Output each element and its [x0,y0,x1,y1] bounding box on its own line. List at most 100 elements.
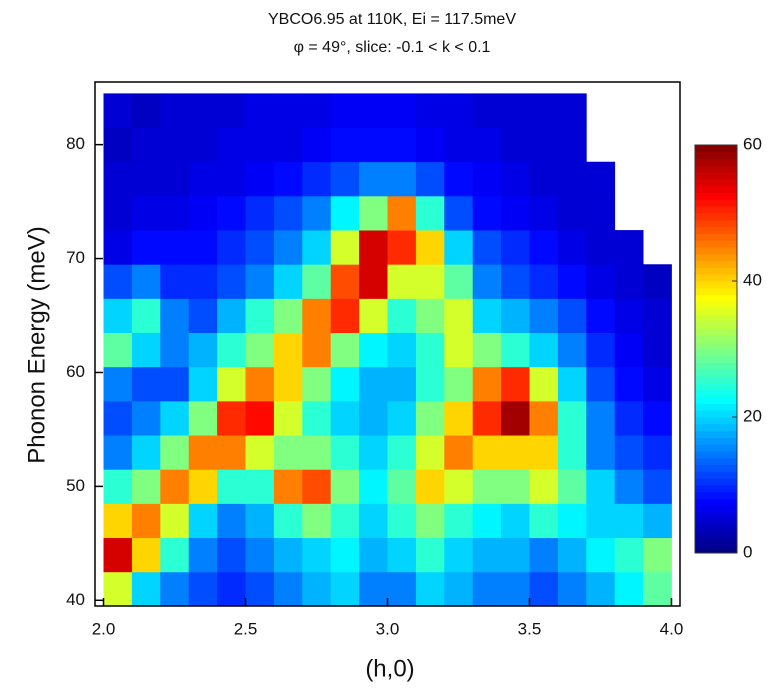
heatmap-cell [501,127,530,163]
heatmap-cell [472,537,502,573]
y-tick-label: 80 [66,134,85,153]
heatmap-cell [359,264,388,299]
colorbar-step [695,491,737,500]
heatmap-cell [103,298,133,334]
colorbar-step [695,335,737,343]
colorbar-step [695,430,737,438]
colorbar-step [695,281,737,289]
heatmap-cell [359,503,388,539]
colorbar-step [695,226,737,234]
heatmap-cell [330,230,360,265]
heatmap-cell [557,161,587,197]
heatmap-cell [273,571,303,607]
heatmap-cell [415,332,445,368]
heatmap-cell [586,332,616,368]
heatmap-cell [557,435,587,470]
colorbar-step [695,532,737,540]
heatmap-cell [217,93,246,128]
heatmap-cell [359,400,388,436]
heatmap-cell [643,264,672,299]
colorbar-step [695,274,737,282]
colorbar-step [695,240,737,248]
heatmap-cell [245,298,275,334]
y-tick-label: 40 [66,590,85,609]
heatmap-cell [529,127,559,163]
colorbar-step [695,389,737,398]
heatmap-cell [415,230,445,265]
heatmap-cell [359,230,388,265]
heatmap-cell [415,435,445,470]
colorbar-step [695,417,737,425]
heatmap-cell [131,298,161,334]
heatmap-cell [302,571,332,607]
heatmap-cell [415,469,445,504]
heatmap-cell [273,93,303,128]
colorbar-step [695,376,737,384]
heatmap-cell [217,161,246,197]
colorbar-step [695,546,737,554]
colorbar-step [695,206,737,214]
heatmap-cell [160,264,190,299]
heatmap-cell [245,93,275,128]
heatmap-cell [444,93,474,128]
heatmap-cell [557,366,587,402]
heatmap-cell [586,571,616,607]
colorbar-step [695,519,737,527]
colorbar-step [695,213,737,221]
heatmap-cell [586,298,616,334]
heatmap-cell [302,366,332,402]
heatmap-cell [387,230,417,265]
colorbar-step [695,471,737,479]
heatmap-cell [557,469,587,504]
heatmap-cell [501,230,530,265]
heatmap-cell [529,435,559,470]
heatmap-cell [245,503,275,539]
heatmap-cell [529,332,559,368]
heatmap-cell [302,195,332,231]
heatmap-cell [131,127,161,163]
heatmap-cell [557,93,587,128]
heatmap-cell [557,503,587,539]
colorbar-step [695,233,737,241]
heatmap-cell [529,161,559,197]
heatmap-cell [586,264,616,299]
colorbar-step [695,512,737,520]
heatmap-cell [302,230,332,265]
colorbar-step [695,355,737,364]
heatmap-cell [444,230,474,265]
heatmap-cell [131,469,161,504]
heatmap-cell [131,230,161,265]
colorbar-tick-label: 0 [743,542,752,561]
heatmap-cell [245,435,275,470]
colorbar-tick-label: 20 [743,406,762,425]
heatmap-cell [302,469,332,504]
heatmap-cell [160,503,190,539]
heatmap-cell [330,127,360,163]
heatmap-cell [557,571,587,607]
heatmap-cell [501,469,530,504]
heatmap-cell [557,400,587,436]
heatmap-cell [217,366,246,402]
heatmap-cell [472,127,502,163]
heatmap-cell [103,195,133,231]
colorbar-step [695,464,737,472]
heatmap-cell [444,503,474,539]
heatmap-cell [415,537,445,573]
heatmap-cell [415,161,445,197]
heatmap-cell [359,298,388,334]
colorbar-step [695,396,737,404]
heatmap-cell [444,366,474,402]
heatmap-cell [217,230,246,265]
heatmap-cell [415,93,445,128]
heatmap-cell [586,469,616,504]
heatmap-cell [359,161,388,197]
x-tick-label: 2.0 [92,619,116,638]
heatmap-cell [188,435,218,470]
colorbar-step [695,410,737,418]
heatmap-cell [614,264,644,299]
heatmap-cell [188,298,218,334]
heatmap-cell [273,503,303,539]
heatmap-cell [188,366,218,402]
heatmap-cell [160,469,190,504]
